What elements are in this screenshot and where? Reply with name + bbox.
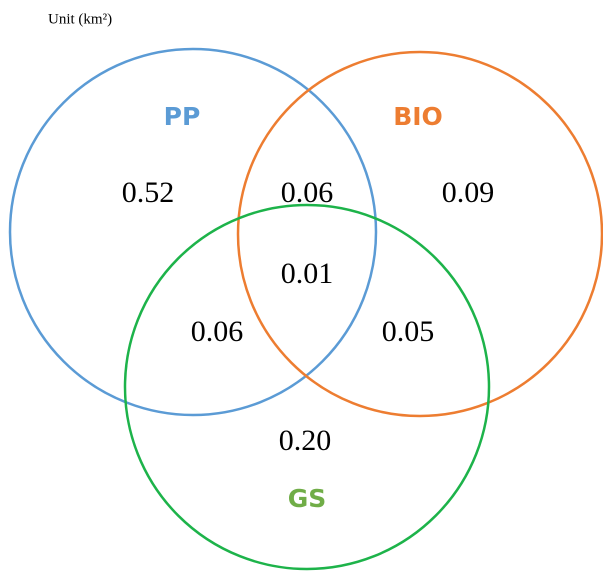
region-value: 0.06 (191, 315, 244, 348)
region-value: 0.20 (279, 424, 332, 457)
region-value: 0.05 (382, 315, 435, 348)
region-value: 0.06 (281, 176, 334, 209)
pp-circle (8, 47, 378, 417)
set-label: GS (288, 484, 327, 513)
region-value: 0.52 (122, 176, 175, 209)
region-value: 0.09 (442, 176, 495, 209)
gs-circle (123, 203, 491, 571)
set-label: PP (164, 102, 201, 131)
region-value: 0.01 (281, 257, 334, 290)
bio-circle (236, 50, 603, 418)
set-label: BIO (393, 102, 443, 131)
unit-label: Unit (km²) (48, 11, 112, 27)
